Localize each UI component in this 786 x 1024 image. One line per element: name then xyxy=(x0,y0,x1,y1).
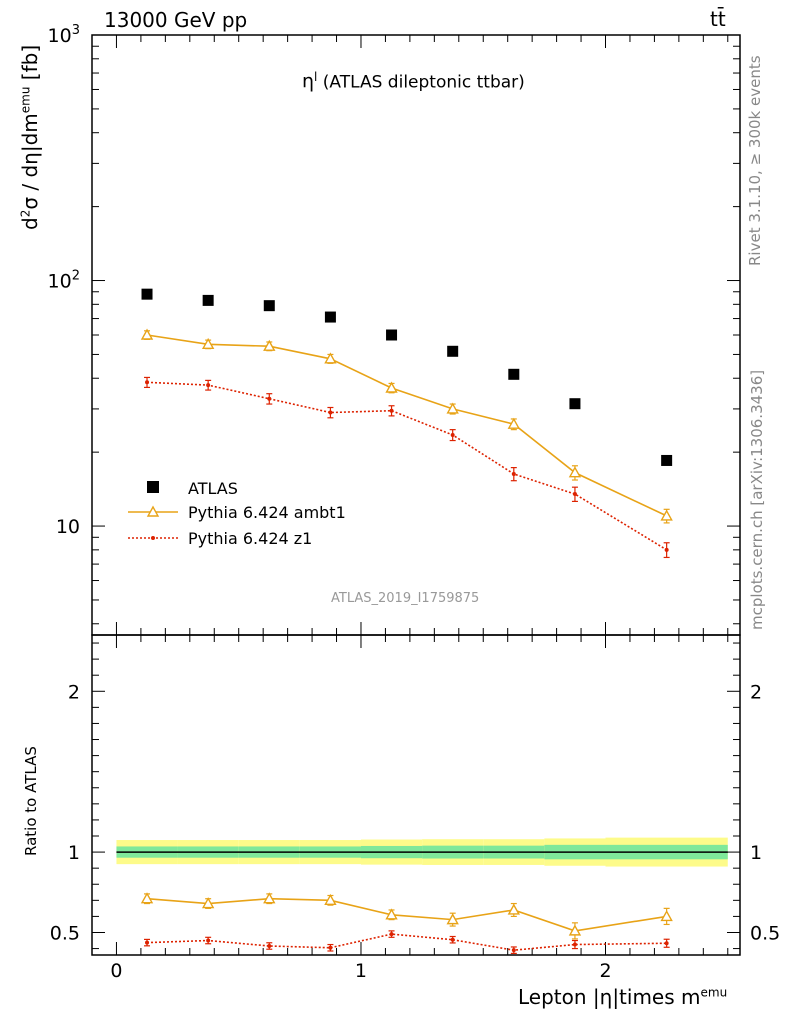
ambt1-ratio-marker xyxy=(507,903,521,915)
z1-marker xyxy=(206,383,211,388)
ylabel-mid: σ / dη|dm xyxy=(18,113,42,210)
z1-ratio-marker xyxy=(328,945,333,950)
xlabel-sup: emu xyxy=(700,985,728,1000)
rivet-info-label: Rivet 3.1.10, ≥ 300k events xyxy=(746,55,764,266)
atlas-marker xyxy=(508,368,520,380)
legend-ambt1-label: Pythia 6.424 ambt1 xyxy=(188,503,346,522)
ambt1-ratio-marker xyxy=(660,909,673,922)
ambt1-ratio-marker xyxy=(263,892,276,904)
z1-marker xyxy=(664,547,669,552)
ylabel-unit: [fb] xyxy=(18,44,42,87)
mcplots-info-label: mcplots.cern.ch [arXiv:1306.3436] xyxy=(748,369,766,630)
ratio-y-tick-label-left: 2 xyxy=(68,681,80,703)
ratio-frame xyxy=(91,634,741,956)
z1-marker xyxy=(572,492,577,497)
ambt1-ratio-marker xyxy=(568,924,582,936)
ratio-y-tick-label-right: 1 xyxy=(750,842,762,864)
ambt1-marker xyxy=(660,509,673,521)
analysis-id-label: ATLAS_2019_I1759875 xyxy=(331,591,480,606)
legend-atlas-marker xyxy=(147,481,159,493)
ambt1-marker xyxy=(446,402,459,414)
ambt1-ratio-line xyxy=(146,897,667,932)
ratio-y-tick-label-left: 0.5 xyxy=(50,922,80,944)
legend-ambt1-marker xyxy=(146,505,160,517)
atlas-marker xyxy=(569,398,581,410)
x-tick-label: 1 xyxy=(355,960,367,982)
ambt1-marker xyxy=(568,466,582,478)
ylabel-d: d xyxy=(18,217,42,230)
z1-ratio-marker xyxy=(664,941,669,946)
z1-ratio-marker xyxy=(145,940,150,945)
z1-marker xyxy=(389,408,394,413)
energy-label: 13000 GeV pp xyxy=(104,8,248,32)
atlas-marker xyxy=(324,311,336,323)
main-y-tick-label: 103 xyxy=(48,23,80,47)
ambt1-marker xyxy=(507,417,521,429)
legend-atlas-label: ATLAS xyxy=(188,479,238,498)
x-tick-label: 0 xyxy=(110,960,122,982)
ambt1-marker xyxy=(385,381,398,393)
z1-ratio-marker xyxy=(511,948,516,953)
z1-marker xyxy=(450,432,455,437)
xlabel-text: Lepton |η|times m xyxy=(518,985,701,1009)
main-title-text: (ATLAS dileptonic ttbar) xyxy=(317,72,525,93)
ambt1-ratio-marker xyxy=(446,913,459,925)
main-y-tick-label: 102 xyxy=(48,269,80,293)
z1-ratio-marker xyxy=(450,937,455,942)
z1-ratio-marker xyxy=(267,943,272,948)
x-axis-label: Lepton |η|times memu xyxy=(518,985,727,1009)
atlas-marker xyxy=(263,300,275,312)
ratio-y-axis-label: Ratio to ATLAS xyxy=(22,746,40,856)
z1-ratio-marker xyxy=(389,932,394,937)
main-title-symbol: η xyxy=(302,70,315,93)
z1-line xyxy=(146,381,668,551)
legend-z1-label: Pythia 6.424 z1 xyxy=(188,529,312,548)
ylabel-sup2: emu xyxy=(18,86,33,114)
atlas-marker xyxy=(661,454,673,466)
ambt1-ratio-marker xyxy=(324,893,337,906)
ambt1-marker xyxy=(201,337,215,349)
z1-ratio-marker xyxy=(206,938,211,943)
x-tick-label: 2 xyxy=(599,960,611,982)
main-y-axis-label: d2σ / dη|dmemu [fb] xyxy=(18,45,42,230)
z1-marker xyxy=(145,380,150,385)
atlas-marker xyxy=(202,294,214,306)
ambt1-ratio-marker xyxy=(140,892,154,904)
main-plot-title: ηl (ATLAS dileptonic ttbar) xyxy=(302,70,525,93)
main-title-superscript: l xyxy=(314,70,318,84)
z1-marker xyxy=(511,471,516,476)
ratio-y-tick-label-right: 0.5 xyxy=(750,922,780,944)
ambt1-ratio-marker xyxy=(201,897,215,909)
z1-ratio-marker xyxy=(572,942,577,947)
legend-z1-marker xyxy=(151,536,155,540)
ratio-y-tick-label-left: 1 xyxy=(68,842,80,864)
atlas-marker xyxy=(447,345,459,357)
z1-ratio-line xyxy=(146,933,667,951)
ylabel-sup: 2 xyxy=(18,209,33,218)
z1-marker xyxy=(328,410,333,415)
ratio-y-tick-label-right: 2 xyxy=(750,681,762,703)
ambt1-marker xyxy=(324,352,337,364)
z1-marker xyxy=(267,396,272,401)
atlas-marker xyxy=(141,288,153,300)
atlas-marker xyxy=(386,329,398,341)
process-label: tt̄ xyxy=(710,7,726,31)
ambt1-ratio-marker xyxy=(385,908,398,920)
ambt1-marker xyxy=(140,328,154,340)
ambt1-marker xyxy=(263,339,276,351)
main-y-tick-label: 10 xyxy=(56,516,80,538)
